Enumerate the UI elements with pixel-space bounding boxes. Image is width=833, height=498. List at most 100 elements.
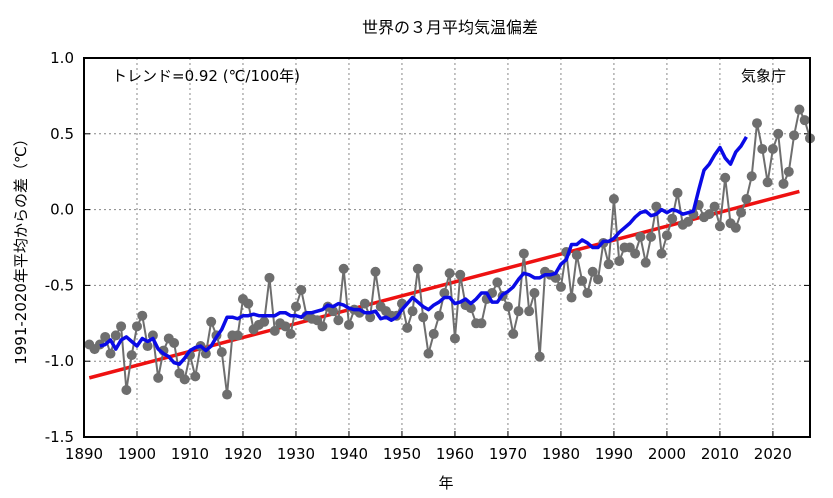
annual-point	[614, 256, 625, 267]
trend-annotation: トレンド=0.92 (℃/100年)	[112, 67, 300, 85]
annual-point	[502, 301, 513, 312]
annual-point	[121, 385, 132, 396]
annual-point	[778, 178, 789, 189]
annual-point	[434, 310, 445, 321]
annual-point	[661, 230, 672, 241]
x-tick-label: 1980	[542, 445, 580, 463]
annual-point	[757, 143, 768, 154]
annual-point	[153, 372, 164, 383]
trend-series	[88, 189, 800, 380]
annual-point	[285, 328, 296, 339]
y-tick-label: -0.5	[45, 276, 74, 294]
y-tick-label: -1.5	[45, 428, 74, 446]
annual-point	[243, 298, 254, 309]
annual-point	[200, 348, 211, 359]
annual-point	[216, 347, 227, 358]
annual-point	[455, 269, 466, 280]
annual-point	[338, 263, 349, 274]
annual-point	[449, 333, 460, 344]
annual-point	[370, 266, 381, 277]
annual-point	[142, 341, 153, 352]
annual-point	[709, 201, 720, 212]
annual-series	[84, 104, 815, 400]
annual-point	[640, 257, 651, 268]
annual-point	[402, 322, 413, 333]
annual-point	[407, 306, 418, 317]
annual-point	[555, 281, 566, 292]
annual-point	[343, 319, 354, 330]
annual-point	[646, 231, 657, 242]
y-tick-label: 0.5	[50, 125, 74, 143]
annual-point	[290, 301, 301, 312]
annual-point	[577, 275, 588, 286]
annual-point	[799, 115, 810, 126]
grid	[84, 58, 810, 437]
annual-point	[137, 310, 148, 321]
annual-point	[783, 166, 794, 177]
annual-point	[476, 318, 487, 329]
annual-point	[746, 171, 757, 182]
annual-point	[131, 321, 142, 332]
annual-point	[259, 316, 270, 327]
x-tick-label: 2020	[754, 445, 792, 463]
x-tick-label: 1920	[224, 445, 262, 463]
annual-point	[762, 177, 773, 188]
annual-point	[518, 248, 529, 259]
annual-point	[667, 213, 678, 224]
annual-point	[190, 371, 201, 382]
x-tick-label: 2000	[648, 445, 686, 463]
annual-point	[630, 248, 641, 259]
annual-point	[773, 128, 784, 139]
x-tick-label: 1910	[171, 445, 209, 463]
annual-point	[418, 312, 429, 323]
annual-point	[672, 187, 683, 198]
x-tick-label: 2010	[701, 445, 739, 463]
annual-point	[582, 287, 593, 298]
annual-point	[656, 248, 667, 259]
annual-point	[513, 306, 524, 317]
x-tick-label: 1990	[595, 445, 633, 463]
annual-point	[593, 274, 604, 285]
y-tick-label: 0.0	[50, 201, 74, 219]
annual-point	[465, 303, 476, 314]
x-tick-label: 1960	[436, 445, 474, 463]
annual-point	[100, 331, 111, 342]
annual-point	[359, 298, 370, 309]
moving-average-series	[99, 135, 748, 366]
annual-point	[714, 221, 725, 232]
annual-point	[736, 207, 747, 218]
annual-point	[365, 312, 376, 323]
annual-point	[423, 348, 434, 359]
x-axis-label: 年	[438, 474, 453, 492]
moving-average-line	[99, 135, 748, 366]
annual-point	[296, 284, 307, 295]
annual-point	[439, 287, 450, 298]
annual-point	[328, 306, 339, 317]
annual-point	[412, 263, 423, 274]
annual-point	[704, 209, 715, 220]
annual-point	[116, 321, 127, 332]
annual-point	[428, 328, 439, 339]
annual-point	[524, 306, 535, 317]
annual-point	[730, 222, 741, 233]
annual-point	[683, 216, 694, 227]
annual-point	[269, 325, 280, 336]
annual-point	[720, 172, 731, 183]
annual-point	[444, 268, 455, 279]
x-tick-label: 1900	[118, 445, 156, 463]
annual-point	[587, 266, 598, 277]
annual-point	[126, 350, 137, 361]
annual-point	[105, 348, 116, 359]
annual-point	[169, 338, 180, 349]
annual-point	[333, 315, 344, 326]
annual-point	[752, 118, 763, 129]
plot-frame	[83, 57, 811, 438]
x-tick-label: 1970	[489, 445, 527, 463]
annual-point	[571, 250, 582, 261]
x-tick-label: 1890	[65, 445, 103, 463]
chart-title: 世界の３月平均気温偏差	[362, 18, 538, 37]
annual-point	[222, 389, 233, 400]
ticks: 1890 1900 1910 1920 1930 1940 1950 1960 1970 1980…	[45, 49, 810, 463]
annual-point	[529, 287, 540, 298]
